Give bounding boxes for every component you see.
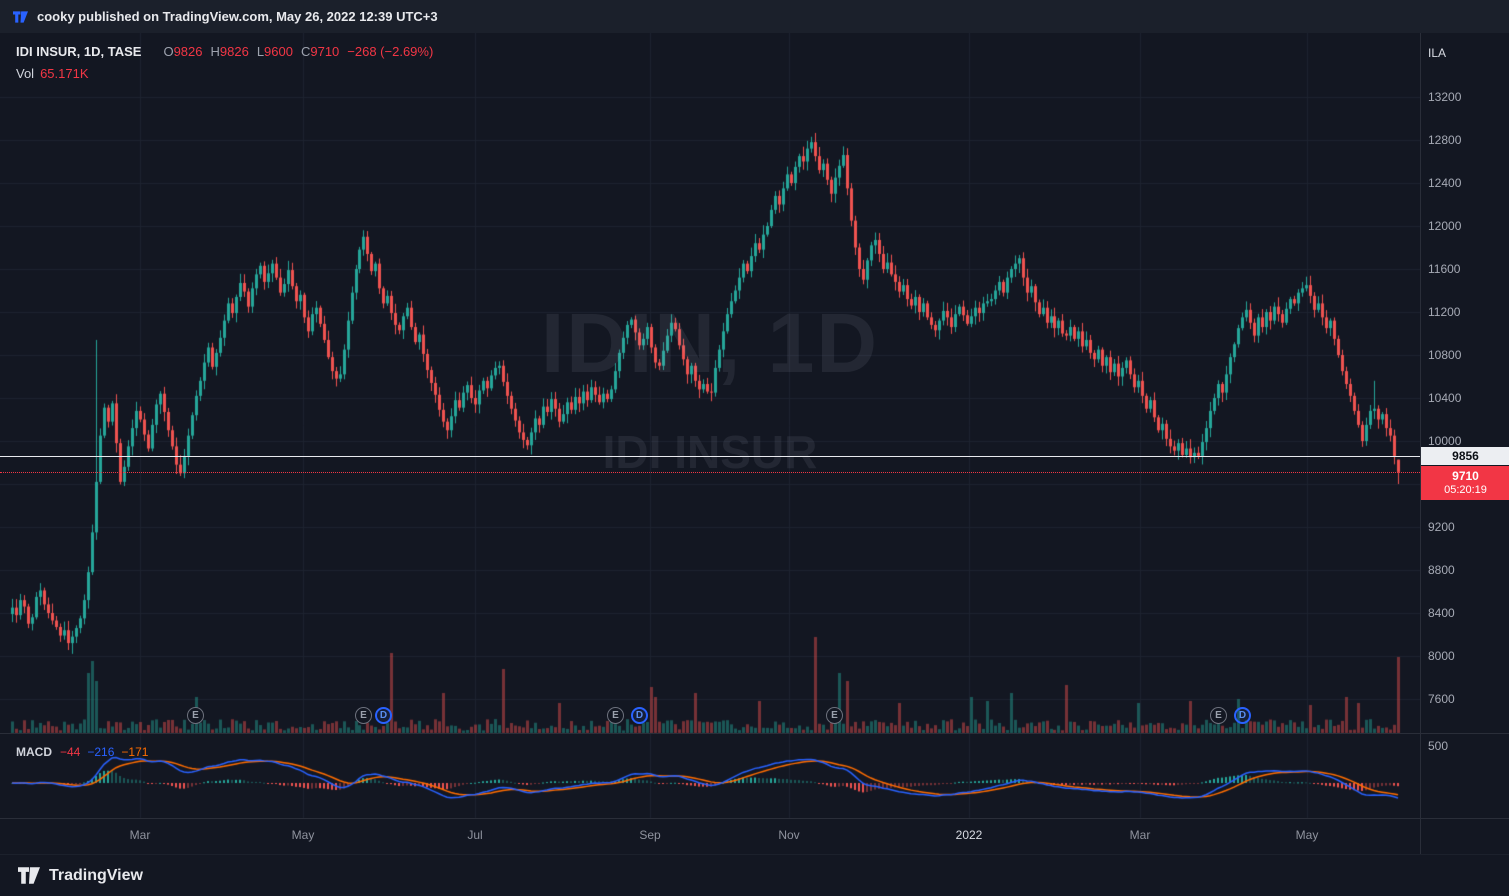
volume-label: Vol <box>16 66 35 81</box>
last-price-line <box>0 472 1420 473</box>
time-tick-label: Mar <box>129 828 151 842</box>
earnings-marker[interactable]: E <box>355 707 372 724</box>
prev-close-line <box>0 456 1420 457</box>
volume-legend: Vol 65.171K <box>16 66 89 81</box>
ohlc-value: 9826 <box>219 44 249 59</box>
price-tick-label: 10000 <box>1428 434 1462 448</box>
earnings-marker[interactable]: E <box>607 707 624 724</box>
time-tick-label: Mar <box>1129 828 1151 842</box>
macd-title[interactable]: MACD <box>16 745 52 759</box>
price-tick-label: 13200 <box>1428 90 1462 104</box>
price-tick-label: 10400 <box>1428 391 1462 405</box>
price-tick-label: 12400 <box>1428 176 1462 190</box>
price-tick-label: 8400 <box>1428 606 1455 620</box>
tradingview-icon <box>13 10 28 23</box>
ohlc-value: 9710 <box>310 44 340 59</box>
time-tick-label: May <box>291 828 315 842</box>
dividend-marker[interactable]: D <box>1234 707 1251 724</box>
change-value: −268 (−2.69%) <box>347 44 434 59</box>
ohlc-label: C <box>300 44 311 59</box>
macd-legend: MACD −44 −216 −171 <box>16 745 155 759</box>
earnings-marker[interactable]: E <box>826 707 843 724</box>
price-tick-label: 11200 <box>1428 305 1461 319</box>
ohlc-value: 9826 <box>173 44 203 59</box>
tradingview-logo[interactable] <box>18 867 40 884</box>
bar-countdown: 05:20:19 <box>1444 484 1487 496</box>
price-tick-label: 12800 <box>1428 133 1462 147</box>
dividend-marker[interactable]: D <box>375 707 392 724</box>
chart-area: IDIN, 1D IDI INSUR IDI INSUR, 1D, TASEO9… <box>0 33 1509 854</box>
last-price-value: 9710 <box>1452 469 1479 483</box>
pane-separator[interactable] <box>0 733 1509 734</box>
ohlc-label: H <box>210 44 220 59</box>
price-tick-label: 9200 <box>1428 520 1455 534</box>
publish-bar: cooky published on TradingView.com, May … <box>0 0 1509 33</box>
footer: TradingView <box>0 854 1509 896</box>
publish-text: cooky published on TradingView.com, May … <box>37 9 438 24</box>
price-tick-label: 12000 <box>1428 219 1462 233</box>
symbol-title[interactable]: IDI INSUR, 1D, TASE <box>16 44 142 59</box>
price-tick-label: 7600 <box>1428 692 1455 706</box>
ohlc-label: O <box>163 44 174 59</box>
tradingview-brand[interactable]: TradingView <box>49 866 143 884</box>
last-price-label: 9710 05:20:19 <box>1421 466 1509 500</box>
symbol-legend: IDI INSUR, 1D, TASE O9826 H9826 L9600 C9710−… <box>16 44 433 59</box>
volume-value: 65.171K <box>40 66 89 81</box>
time-tick-label: Jul <box>467 828 483 842</box>
time-tick-label: Nov <box>778 828 800 842</box>
time-axis[interactable]: Mar May Jul Sep Nov 2022 Mar May <box>0 818 1509 854</box>
ohlc-label: L <box>256 44 265 59</box>
earnings-marker[interactable]: E <box>1210 707 1227 724</box>
volume-scale-label: 500 <box>1428 739 1449 753</box>
macd-line-value: −216 <box>87 745 115 759</box>
ohlc-value: 9600 <box>264 44 293 59</box>
time-tick-label: Sep <box>639 828 661 842</box>
macd-signal-value: −171 <box>121 745 149 759</box>
time-tick-label: May <box>1295 828 1319 842</box>
earnings-marker[interactable]: E <box>187 707 204 724</box>
currency-label: ILA <box>1428 46 1447 60</box>
candlestick-chart-canvas[interactable] <box>0 33 1420 854</box>
price-tick-label: 11600 <box>1428 262 1461 276</box>
price-tick-label: 10800 <box>1428 348 1462 362</box>
dividend-marker[interactable]: D <box>631 707 648 724</box>
price-axis[interactable]: ILA 13200 12800 12400 12000 11600 11200 10800 1… <box>1420 33 1509 854</box>
macd-histogram-value: −44 <box>60 745 81 759</box>
price-tick-label: 8800 <box>1428 563 1455 577</box>
prev-close-price-label: 9856 <box>1421 447 1509 465</box>
time-tick-label: 2022 <box>955 828 983 842</box>
price-tick-label: 8000 <box>1428 649 1455 663</box>
